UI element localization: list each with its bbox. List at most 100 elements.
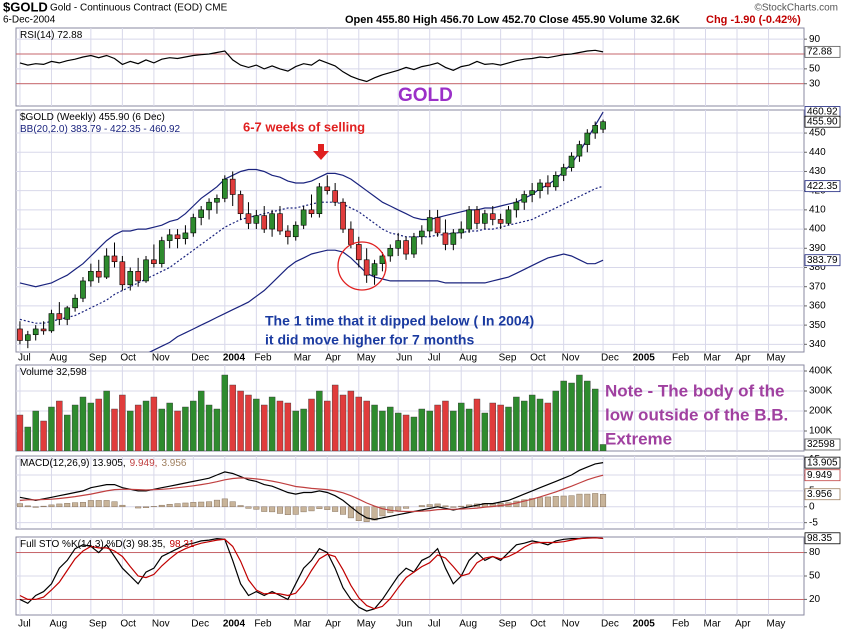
series-line	[19, 537, 604, 610]
histogram-bar	[537, 497, 544, 508]
candle-body	[308, 209, 315, 215]
panel	[15, 27, 805, 107]
volume-bar	[465, 408, 473, 451]
candle-body	[450, 232, 457, 245]
candle-body	[600, 121, 606, 130]
candle-body	[95, 271, 102, 278]
x-tick-label: Oct	[120, 353, 136, 364]
x-tick-label: Oct	[530, 353, 546, 364]
histogram-bar	[324, 506, 331, 510]
volume-bar	[142, 400, 150, 451]
volume-bar	[56, 400, 63, 451]
histogram-bar	[56, 503, 63, 508]
histogram-bar	[276, 506, 283, 514]
legend-part: $GOLD (Weekly) 455.90 (6 Dec)	[20, 112, 165, 123]
candle-body	[497, 219, 504, 224]
candle-body	[568, 155, 575, 168]
candle-body	[221, 178, 228, 199]
volume-bar	[64, 414, 71, 451]
x-tick-label: May	[357, 619, 376, 630]
legend: MACD(12,26,9) 13.905, 9.949, 3.956	[20, 458, 187, 469]
x-tick-label: Dec	[601, 619, 619, 630]
panel	[15, 364, 805, 452]
histogram-bar	[182, 502, 189, 508]
volume-bar	[450, 410, 457, 451]
histogram-bar	[316, 506, 323, 509]
candle-body	[592, 125, 599, 134]
x-tick-label: Sep	[89, 353, 107, 364]
y-tick-label: 50	[809, 63, 821, 74]
y-tick-label: 400	[809, 224, 826, 235]
candle-body	[513, 201, 520, 211]
histogram-bar	[442, 505, 449, 508]
volume-bar	[418, 408, 426, 451]
value-tag-box	[804, 115, 841, 128]
value-tag-box	[804, 456, 841, 469]
candle-body	[17, 328, 23, 341]
volume-bar	[95, 398, 102, 451]
volume-bar	[552, 390, 559, 451]
x-tick-label: May	[767, 619, 786, 630]
histogram-bar	[371, 506, 378, 521]
histogram-bar	[40, 505, 47, 508]
value-tag: 3.956	[807, 489, 832, 500]
plot-area	[16, 537, 804, 615]
histogram-bar	[221, 498, 228, 508]
volume-bar	[245, 394, 252, 451]
volume-bar	[87, 402, 95, 451]
x-tick-label: May	[767, 353, 786, 364]
volume-bar	[371, 404, 378, 451]
histogram-bar	[174, 503, 181, 508]
x-tick-label: Nov	[152, 353, 170, 364]
volume-bar	[237, 390, 244, 451]
legend-part: 98.31	[169, 539, 194, 550]
volume-bar	[591, 388, 599, 451]
x-tick-label: 2005	[633, 353, 656, 364]
x-tick-label: Jun	[396, 619, 412, 630]
volume-bar	[111, 408, 118, 451]
candle-body	[379, 255, 386, 264]
plot-area	[16, 456, 804, 529]
legend-part: BB(20,2.0) 383.79 - 422.35 - 460.92	[20, 124, 181, 135]
volume-bar	[379, 410, 386, 451]
histogram-bar	[111, 501, 118, 508]
candle-body	[119, 261, 126, 286]
histogram-bar	[340, 506, 347, 515]
candle-body	[24, 334, 31, 341]
histogram-bar	[198, 501, 205, 508]
candle-body	[190, 217, 197, 234]
histogram-bar	[87, 500, 94, 508]
candle-body	[64, 307, 71, 320]
value-tag: 98.35	[807, 533, 832, 544]
histogram-bar	[48, 504, 55, 508]
volume-bar	[103, 390, 110, 451]
candle-body	[403, 240, 409, 255]
histogram-bar	[166, 503, 173, 508]
candle-body	[32, 328, 39, 336]
histogram-bar	[72, 502, 79, 508]
legend: RSI(14) 72.88	[20, 30, 83, 41]
credit: ©StockCharts.com	[754, 3, 838, 14]
candle-body	[300, 209, 307, 226]
candle-body	[206, 201, 212, 211]
volume-bar	[229, 384, 236, 451]
volume-bar	[166, 402, 173, 451]
candle-body	[576, 144, 583, 157]
candle-body	[245, 213, 252, 224]
x-tick-label: Dec	[191, 619, 209, 630]
histogram-bar	[568, 495, 575, 508]
x-tick-label: Jul	[18, 353, 31, 364]
value-tag: 455.90	[807, 116, 838, 127]
volume-bar	[473, 398, 481, 451]
candle-body	[552, 175, 559, 188]
candle-body	[332, 190, 338, 203]
histogram-bar	[143, 506, 150, 508]
candle-body	[521, 194, 528, 203]
candle-body	[103, 255, 110, 278]
histogram-bar	[403, 506, 410, 509]
volume-bar	[339, 394, 347, 451]
volume-bar	[505, 406, 512, 451]
histogram-bar	[190, 502, 197, 508]
value-tag: 460.92	[807, 107, 838, 118]
value-tag-box	[804, 488, 841, 501]
